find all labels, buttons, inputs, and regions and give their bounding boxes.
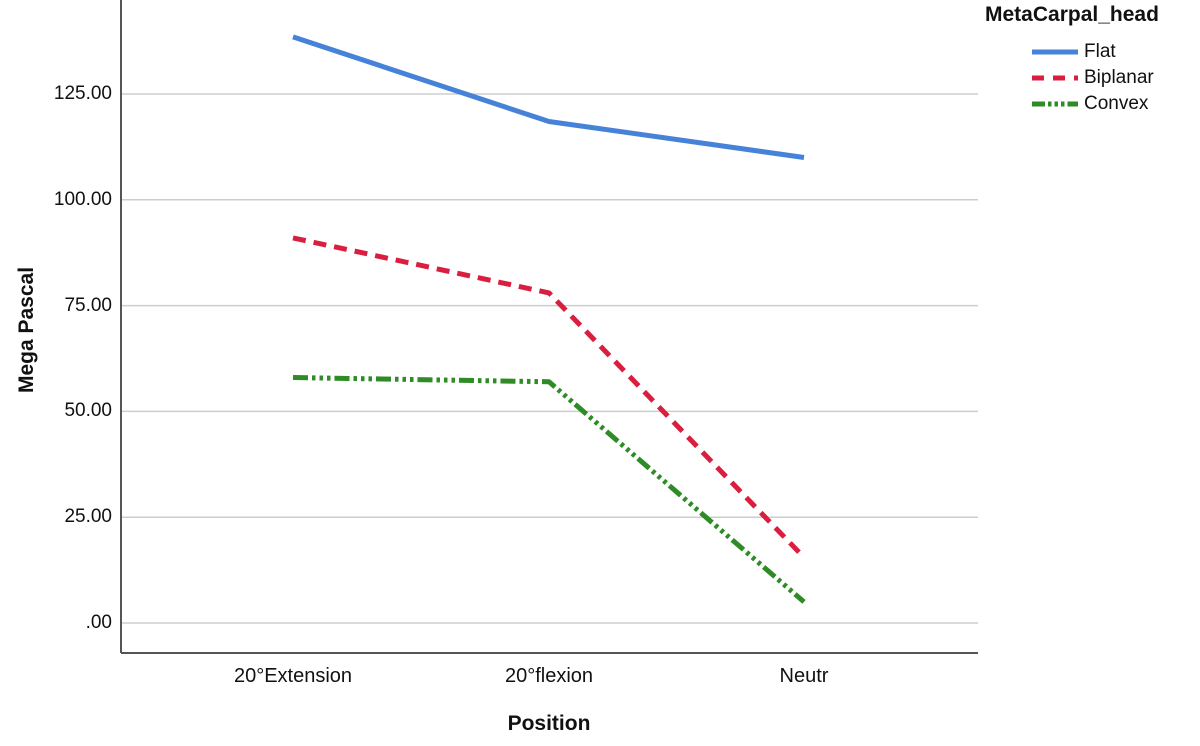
- y-axis-title: Mega Pascal: [15, 266, 38, 394]
- legend-entry-biplanar: Biplanar: [1032, 65, 1197, 91]
- legend-title: MetaCarpal_head: [985, 3, 1159, 26]
- y-tick-label: 25.00: [64, 506, 112, 528]
- legend-label: Convex: [1084, 93, 1149, 114]
- legend: MetaCarpal_head Flat Biplanar Convex: [985, 3, 1197, 117]
- y-tick-label: 75.00: [64, 294, 112, 316]
- legend-entries: Flat Biplanar Convex: [985, 39, 1197, 117]
- series-line-biplanar: [292, 235, 806, 560]
- legend-label: Biplanar: [1084, 67, 1154, 88]
- y-tick-label: 50.00: [64, 400, 112, 422]
- series-line-flat: [292, 34, 805, 160]
- x-axis-title: Position: [507, 712, 591, 735]
- series-line-convex: [292, 375, 806, 604]
- legend-swatch-dashed-line-icon: [1032, 75, 1078, 81]
- legend-entry-convex: Convex: [1032, 91, 1197, 117]
- x-tick-label: 20°Extension: [233, 665, 353, 687]
- y-tick-label: 125.00: [53, 83, 112, 104]
- y-tick-label: 100.00: [53, 188, 112, 210]
- y-tick-label: .00: [85, 612, 112, 633]
- legend-swatch-solid-line-icon: [1032, 49, 1078, 55]
- x-tick-label: 20°flexion: [504, 665, 594, 687]
- x-tick-label: Neutr: [779, 665, 829, 687]
- legend-swatch-dash-dot-dot-line-icon: [1032, 101, 1078, 107]
- legend-label: Flat: [1084, 41, 1116, 62]
- legend-entry-flat: Flat: [1032, 39, 1197, 65]
